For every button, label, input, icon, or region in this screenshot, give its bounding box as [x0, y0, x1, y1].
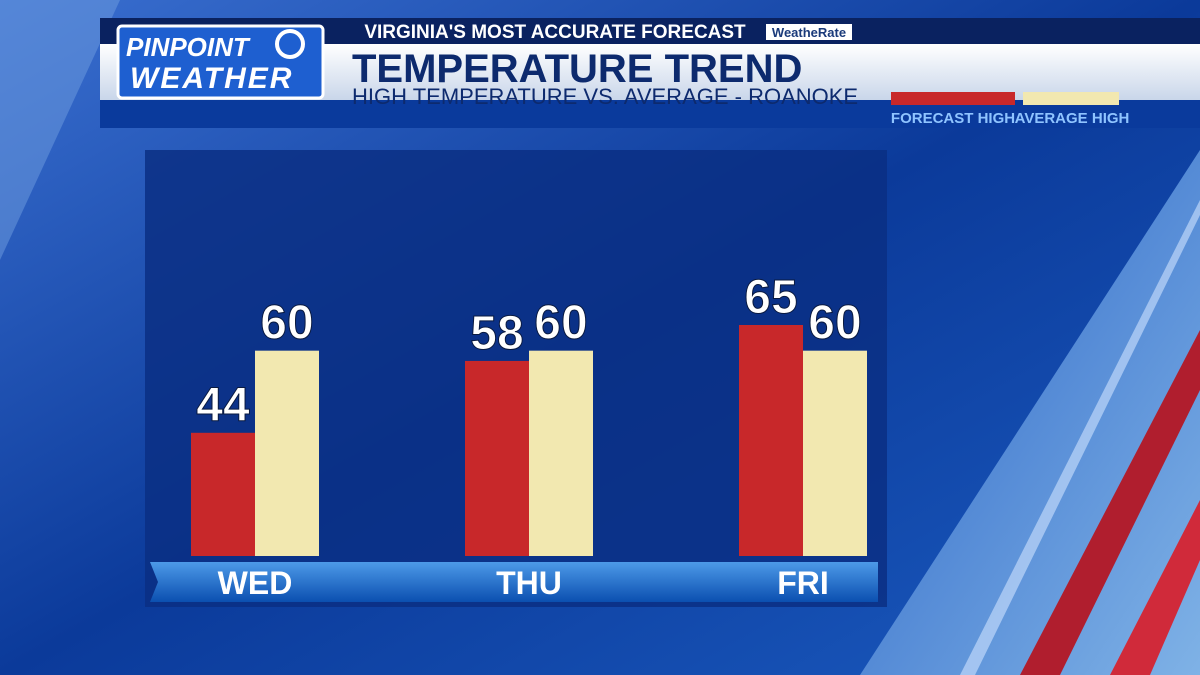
x-tick-label: WED	[218, 565, 293, 601]
bar	[465, 360, 529, 556]
value-label: 60	[534, 297, 587, 350]
decor-light-stripe	[960, 200, 1200, 675]
bar	[739, 325, 803, 556]
value-label: 58	[470, 307, 523, 360]
chart-subtitle: HIGH TEMPERATURE VS. AVERAGE - ROANOKE	[352, 84, 858, 109]
legend-swatch	[1023, 92, 1119, 105]
value-label: 65	[744, 271, 797, 324]
decor-red-stripe	[1110, 500, 1200, 675]
value-label: 60	[260, 297, 313, 350]
value-label: 60	[808, 297, 861, 350]
decor-red-stripe	[1020, 330, 1200, 675]
legend-label: AVERAGE HIGH	[1015, 110, 1130, 127]
legend-label: FORECAST HIGH	[891, 110, 1015, 127]
tagline: VIRGINIA'S MOST ACCURATE FORECAST	[364, 22, 746, 43]
sponsor: WeatheRate	[772, 25, 846, 40]
bar	[191, 432, 255, 556]
bar	[529, 350, 593, 556]
bar	[803, 350, 867, 556]
x-tick-label: THU	[496, 565, 562, 601]
logo-icon	[275, 29, 305, 59]
bar	[255, 350, 319, 556]
logo-box	[116, 24, 325, 100]
subtitle-bar	[100, 100, 1200, 128]
category-strip	[150, 562, 878, 602]
chart-title: TEMPERATURE TREND	[352, 47, 802, 91]
x-tick-label: FRI	[777, 565, 829, 601]
sponsor-box	[766, 24, 852, 40]
logo-line-1: PINPOINT	[126, 32, 251, 62]
logo-line-2: WEATHER	[130, 62, 293, 95]
legend: FORECAST HIGH AVERAGE HIGH	[891, 92, 1129, 127]
decor-stripe	[0, 0, 120, 260]
legend-swatch	[891, 92, 1015, 105]
value-label: 44	[196, 379, 250, 432]
